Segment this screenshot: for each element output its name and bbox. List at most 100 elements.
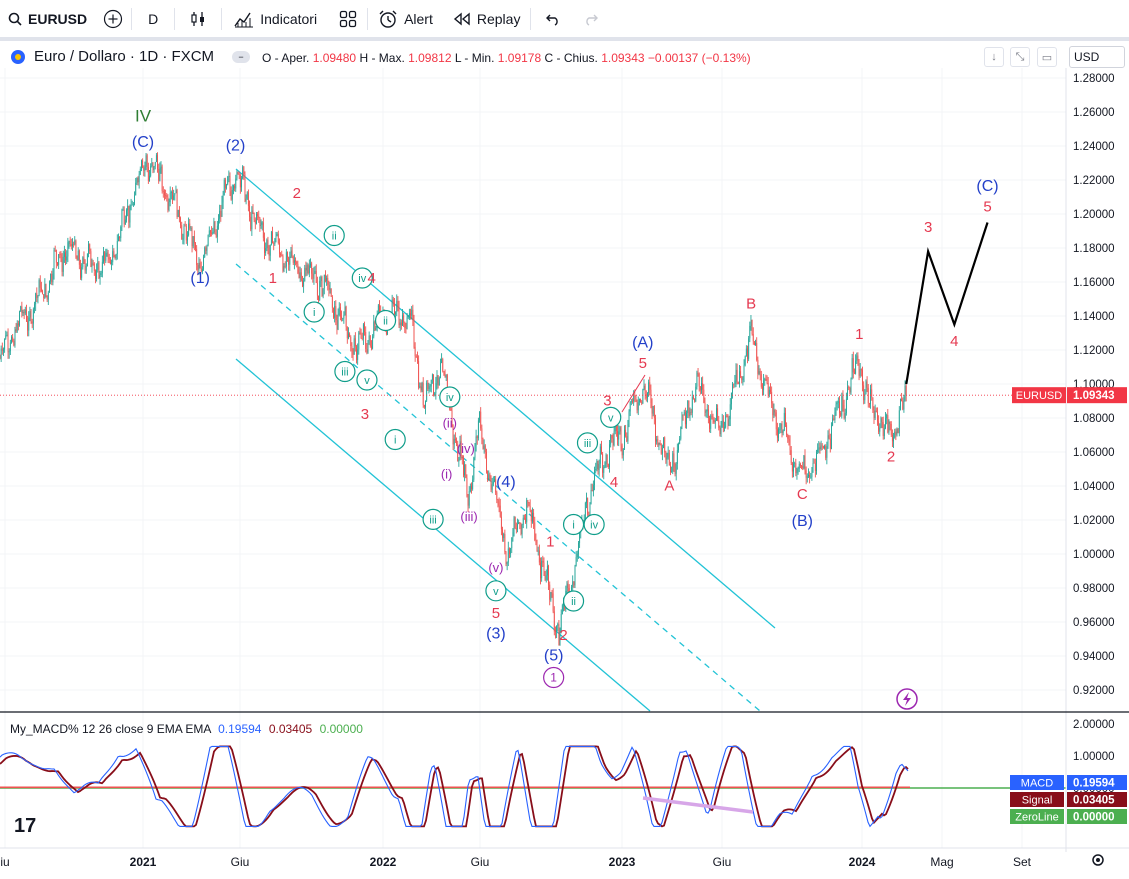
- candle-body: [541, 560, 543, 579]
- candle-body: [618, 431, 620, 440]
- candle-body: [870, 389, 871, 405]
- candle-body: [829, 438, 831, 449]
- candle-body: [224, 179, 226, 189]
- candle-body: [865, 381, 867, 394]
- candle-body: [375, 327, 377, 331]
- candle-body: [530, 510, 532, 522]
- candle-body: [820, 445, 822, 449]
- candle-body: [362, 324, 364, 339]
- candle-body: [177, 209, 179, 217]
- candle-body: [712, 416, 714, 421]
- candle-body: [726, 415, 728, 418]
- candle-body: [627, 424, 629, 442]
- candle-body: [74, 240, 76, 245]
- y-tick-label: 1.08000: [1073, 413, 1115, 425]
- candle-body: [57, 262, 58, 265]
- candle-body: [511, 537, 513, 549]
- candle-body: [607, 464, 609, 468]
- candle-body: [4, 338, 6, 350]
- candle-body: [333, 307, 334, 318]
- candle-body: [392, 299, 394, 303]
- candle-body: [365, 331, 367, 350]
- interval-button[interactable]: D: [132, 0, 174, 37]
- candle-body: [734, 380, 736, 384]
- candle-body: [13, 340, 15, 346]
- candle-body: [592, 484, 594, 492]
- candle-body: [698, 373, 700, 387]
- candle-body: [610, 435, 612, 445]
- candle-body: [19, 311, 20, 326]
- candle-body: [655, 418, 656, 442]
- candle-body: [638, 398, 640, 403]
- divider: [174, 7, 176, 30]
- currency-label: USD: [1074, 50, 1100, 64]
- candle-body: [413, 319, 415, 347]
- candle-body: [683, 411, 685, 415]
- currency-select[interactable]: USD: [1069, 46, 1125, 68]
- candle-body: [17, 323, 19, 326]
- candle-body: [877, 411, 878, 422]
- candle-body: [667, 452, 669, 458]
- candle-body: [139, 168, 141, 175]
- candle-body: [354, 338, 356, 347]
- candle-body: [256, 213, 257, 224]
- scroll-down-button[interactable]: ↓: [984, 47, 1004, 67]
- symbol-label: EURUSD: [28, 10, 88, 27]
- candle-body: [905, 385, 907, 395]
- redo-button[interactable]: [575, 0, 607, 37]
- wave-label: (iii): [460, 509, 477, 524]
- candle-body: [427, 382, 429, 390]
- candle-body: [0, 348, 2, 359]
- chart-type-button[interactable]: [175, 0, 221, 37]
- maximize-button[interactable]: ▭: [1037, 47, 1057, 67]
- price-label: [1067, 387, 1127, 404]
- macd-axis-tag-name: ZeroLine: [1015, 812, 1058, 824]
- indicators-button[interactable]: Indicatori: [222, 0, 329, 37]
- candle-body: [782, 430, 784, 433]
- candle-body: [274, 238, 276, 244]
- symbol-price-tag: [1012, 387, 1066, 404]
- compare-button[interactable]: [95, 0, 131, 37]
- candle-body: [529, 505, 531, 511]
- layouts-button[interactable]: [329, 0, 367, 37]
- candle-body: [814, 463, 816, 471]
- candle-body: [837, 401, 839, 403]
- candle-body: [285, 252, 287, 267]
- macd-tick-label: 2.00000: [1073, 719, 1115, 731]
- candle-body: [153, 166, 155, 171]
- candle-body: [29, 311, 31, 318]
- wave-label-ring: [485, 580, 507, 602]
- candle-body: [372, 336, 374, 349]
- candle-body: [735, 369, 737, 381]
- candle-body: [621, 445, 623, 456]
- candle-body: [104, 251, 106, 261]
- candle-body: [699, 386, 701, 391]
- candle-body: [314, 271, 316, 273]
- alert-button[interactable]: Alert: [368, 0, 443, 37]
- candle-body: [714, 420, 716, 423]
- replay-button[interactable]: Replay: [443, 0, 531, 37]
- x-tick-label: Set: [1013, 855, 1032, 869]
- candle-body: [305, 267, 307, 271]
- candle-body: [47, 292, 49, 300]
- collapse-button[interactable]: ⤡: [1010, 47, 1030, 67]
- candle-body: [445, 375, 447, 378]
- x-tick-label: iu: [0, 855, 9, 869]
- candle-body: [275, 236, 277, 239]
- legend-collapse-button[interactable]: −: [232, 50, 251, 63]
- candle-body: [670, 465, 671, 472]
- candle-body: [335, 306, 337, 321]
- candle-body: [215, 233, 217, 237]
- undo-button[interactable]: [531, 0, 575, 37]
- symbol-price-name: EURUSD: [1016, 390, 1063, 402]
- candle-body: [879, 427, 881, 432]
- wave-label: (1): [190, 270, 210, 287]
- candle-body: [787, 435, 789, 439]
- candle-body: [63, 252, 65, 257]
- candle-body: [822, 446, 824, 449]
- candle-body: [733, 383, 735, 385]
- candle-body: [257, 213, 259, 216]
- symbol-search[interactable]: EURUSD: [0, 0, 95, 37]
- candle-body: [81, 267, 83, 278]
